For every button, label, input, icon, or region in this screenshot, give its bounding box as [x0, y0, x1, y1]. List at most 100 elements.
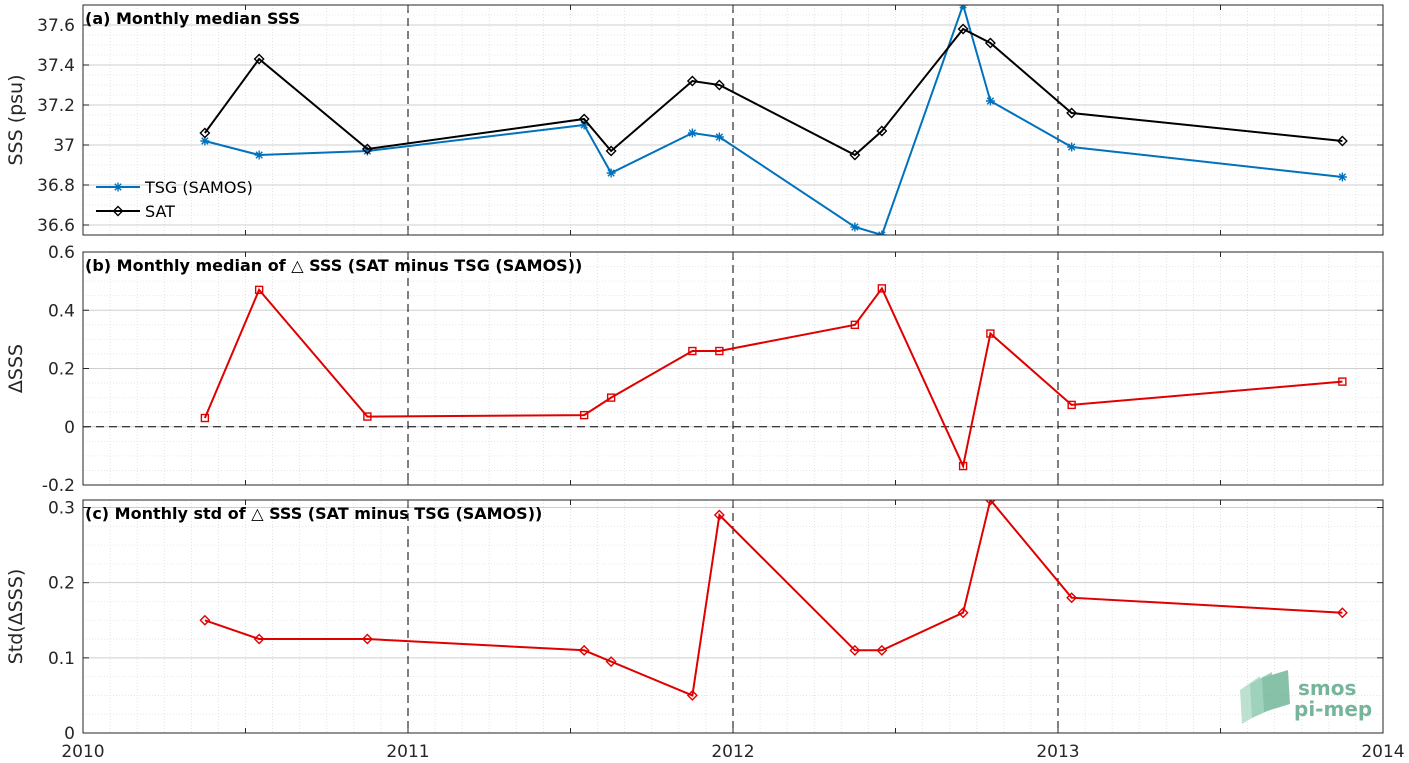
- data-point: [850, 320, 860, 330]
- data-point: [606, 393, 616, 402]
- legend: TSG (SAMOS) SAT: [96, 178, 253, 221]
- data-point: [849, 149, 861, 161]
- data-point: [957, 607, 969, 619]
- y-tick-label: 36.8: [37, 176, 75, 196]
- data-point: [686, 689, 698, 701]
- data-point: [957, 23, 969, 35]
- data-point: [1067, 400, 1076, 410]
- legend-item: SAT: [96, 202, 175, 221]
- y-tick-label: 0.4: [48, 301, 75, 321]
- data-point: [361, 143, 373, 155]
- data-point: [1336, 607, 1348, 619]
- data-point: [254, 285, 264, 295]
- y-tick-label: 37: [53, 136, 75, 156]
- panel-title: (b) Monthly median of △ SSS (SAT minus T…: [85, 256, 582, 275]
- y-axis-label: Std(ΔSSS): [5, 569, 27, 665]
- y-axis-label: SSS (psu): [5, 74, 27, 165]
- logo-text-smos: smos: [1298, 676, 1356, 700]
- plot-area: [83, 5, 1383, 235]
- data-point: [200, 413, 210, 423]
- y-tick-label: 0.1: [48, 649, 75, 669]
- panel-title: (c) Monthly std of △ SSS (SAT minus TSG …: [85, 504, 542, 523]
- y-tick-label: 0.2: [48, 360, 75, 380]
- data-point: [715, 346, 724, 356]
- data-point: [714, 132, 724, 142]
- y-tick-label: 37.2: [37, 96, 75, 116]
- panel-a-sss: 36.6 36.8 37 37.2 37.4 37.6 SSS (psu) (a) Month…: [5, 4, 1384, 236]
- x-tick-label: 2013: [1036, 742, 1079, 762]
- legend-item: TSG (SAMOS): [96, 178, 253, 197]
- data-point: [986, 329, 995, 338]
- data-point: [687, 128, 697, 138]
- plot-area: [83, 500, 1383, 733]
- data-point: [849, 644, 861, 656]
- data-point: [876, 644, 888, 656]
- y-tick-label: 37.4: [37, 56, 75, 76]
- data-point: [1066, 107, 1078, 119]
- data-point: [199, 127, 211, 139]
- legend-label: SAT: [145, 202, 175, 221]
- data-point: [686, 75, 698, 87]
- data-point: [362, 146, 372, 156]
- x-tick-label: 2014: [1361, 742, 1404, 762]
- y-tick-label: 0.2: [48, 574, 75, 594]
- data-point: [958, 461, 968, 471]
- y-axis-label: ΔSSS: [5, 344, 27, 393]
- data-point: [1337, 172, 1347, 182]
- data-point: [850, 222, 860, 232]
- data-point: [578, 644, 590, 656]
- panel-b-delta-sss: -0.2 0 0.2 0.4 0.6 ΔSSS (b) Monthly median of …: [5, 243, 1384, 496]
- x-tick-label: 2012: [711, 742, 754, 762]
- data-point: [1336, 135, 1348, 147]
- data-point: [605, 145, 617, 157]
- logo-mark-icon: [1240, 670, 1290, 724]
- panel-title: (a) Monthly median SSS: [85, 9, 300, 28]
- x-tick-label: 2011: [386, 742, 429, 762]
- y-tick-label: 0: [64, 418, 75, 438]
- series-line-0: [203, 286, 1343, 470]
- ticks: -0.2 0 0.2 0.4 0.6: [42, 243, 1384, 496]
- data-point: [579, 410, 589, 420]
- data-point: [254, 150, 264, 160]
- data-point: [1067, 142, 1077, 152]
- ticks: 36.6 36.8 37 37.2 37.4 37.6: [37, 5, 1384, 236]
- data-point: [1066, 592, 1078, 604]
- data-point: [713, 79, 725, 91]
- data-point: [253, 633, 265, 645]
- data-point: [579, 120, 589, 130]
- grid: [83, 4, 1383, 235]
- series-group: [200, 284, 1347, 471]
- data-point: [877, 284, 887, 293]
- data-point: [606, 168, 616, 178]
- data-point: [984, 500, 996, 506]
- series-group: [199, 5, 1348, 235]
- data-point: [363, 412, 372, 421]
- y-tick-label: 0: [64, 724, 75, 744]
- data-point: [1338, 377, 1347, 386]
- data-point: [713, 509, 725, 521]
- series-group: [199, 500, 1348, 701]
- data-point: [578, 113, 590, 125]
- data-point: [605, 656, 617, 668]
- logo-text-pimep: pi-mep: [1294, 697, 1372, 721]
- x-tick-label: 2010: [61, 742, 104, 762]
- y-tick-label: 36.6: [37, 216, 75, 236]
- data-point: [199, 614, 211, 626]
- data-point: [876, 125, 888, 137]
- data-point: [688, 346, 697, 356]
- data-point: [361, 633, 373, 645]
- series-line-1: [204, 27, 1343, 157]
- y-tick-label: -0.2: [42, 476, 75, 496]
- data-point: [253, 53, 265, 65]
- data-point: [985, 96, 995, 106]
- ticks: 0 0.1 0.2 0.3 2010 2011 2012 2013 2014: [48, 499, 1405, 762]
- data-point: [200, 136, 210, 146]
- y-tick-label: 37.6: [37, 16, 75, 36]
- smos-pimep-logo: smos pi-mep: [1240, 670, 1372, 724]
- data-point: [984, 37, 996, 49]
- y-tick-label: 0.6: [48, 243, 75, 263]
- legend-marker: [113, 182, 123, 192]
- legend-label: TSG (SAMOS): [144, 178, 253, 197]
- series-line-0: [204, 500, 1343, 697]
